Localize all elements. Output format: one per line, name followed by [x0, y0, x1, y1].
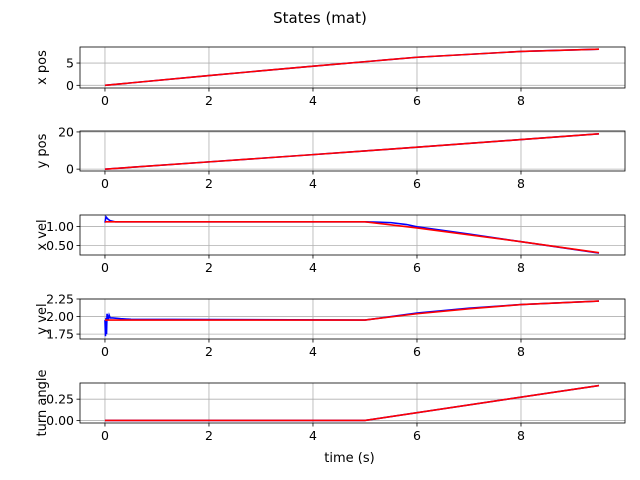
x-tick-label: 4 — [309, 176, 317, 191]
series-line-red — [104, 48, 600, 87]
y-tick-label: 2.00 — [46, 309, 74, 324]
axes-frame — [79, 382, 626, 424]
y-tick-label: 0 — [66, 78, 74, 93]
x-tick-label: 8 — [517, 260, 525, 275]
x-tick-label: 6 — [413, 344, 421, 359]
axes-frame — [79, 130, 626, 172]
x-tick-label: 8 — [517, 93, 525, 108]
x-tick-label: 4 — [309, 344, 317, 359]
series-line-red — [104, 384, 600, 422]
x-tick-label: 6 — [413, 260, 421, 275]
x-tick-label: 6 — [413, 176, 421, 191]
y-tick-label: 20 — [58, 124, 74, 139]
y-tick-label: 0 — [66, 162, 74, 177]
series-line-red — [104, 221, 600, 254]
y-axis-label: turn angle — [35, 370, 50, 437]
x-tick-label: 0 — [101, 344, 109, 359]
x-tick-label: 0 — [101, 93, 109, 108]
x-tick-label: 0 — [101, 260, 109, 275]
axes-frame — [79, 214, 626, 256]
y-tick-label: 5 — [66, 56, 74, 71]
x-tick-label: 0 — [101, 428, 109, 443]
y-tick-label: 2.25 — [46, 292, 74, 307]
x-tick-label: 0 — [101, 176, 109, 191]
x-axis-label: time (s) — [324, 451, 374, 466]
x-tick-label: 6 — [413, 428, 421, 443]
x-tick-label: 4 — [309, 93, 317, 108]
subplot-4: 0 2 4 6 8 1.75 2.00 2.25y vel — [35, 292, 626, 359]
y-tick-label: 0.50 — [46, 238, 74, 253]
figure-title: States (mat) — [273, 9, 367, 27]
series-line-red — [104, 300, 600, 321]
subplot-2: 0 2 4 6 8 0 20 y pos — [35, 124, 626, 191]
x-tick-label: 2 — [205, 428, 213, 443]
x-tick-label: 2 — [205, 344, 213, 359]
x-tick-label: 4 — [309, 428, 317, 443]
y-tick-label: 1.00 — [46, 219, 74, 234]
y-tick-label: 0.00 — [46, 413, 74, 428]
x-tick-label: 2 — [205, 176, 213, 191]
y-axis-label: x pos — [35, 50, 50, 85]
y-axis-label: y pos — [35, 133, 50, 168]
x-tick-label: 8 — [517, 428, 525, 443]
y-axis-label: x vel — [35, 219, 50, 250]
x-tick-label: 2 — [205, 93, 213, 108]
subplot-3: 0 2 4 6 8 0.50 1.00x vel — [35, 214, 626, 275]
y-axis-label: y vel — [35, 303, 50, 334]
y-tick-label: 0.25 — [46, 392, 74, 407]
series-line-red — [104, 132, 600, 170]
axes-frame — [79, 46, 626, 89]
x-tick-label: 8 — [517, 344, 525, 359]
x-tick-label: 2 — [205, 260, 213, 275]
x-tick-label: 8 — [517, 176, 525, 191]
y-tick-label: 1.75 — [46, 327, 74, 342]
axes-frame — [79, 298, 626, 340]
x-tick-label: 4 — [309, 260, 317, 275]
subplot-1: 0 2 4 6 8 0 5 x pos — [35, 46, 626, 108]
x-tick-label: 6 — [413, 93, 421, 108]
